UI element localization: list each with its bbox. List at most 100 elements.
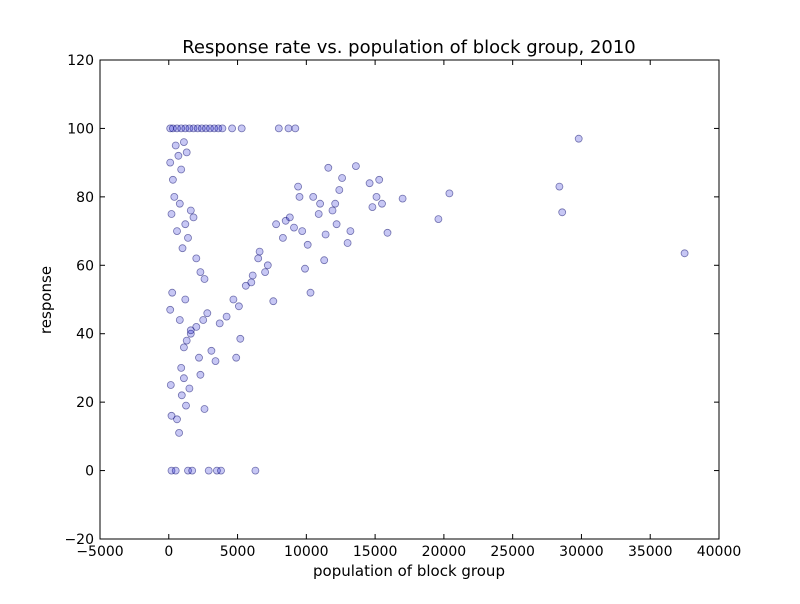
- scatter-point: [173, 124, 181, 133]
- scatter-point: [182, 336, 191, 345]
- scatter-point: [199, 316, 208, 324]
- scatter-point: [215, 319, 224, 328]
- scatter-point: [197, 124, 206, 133]
- scatter-point: [171, 466, 180, 475]
- scatter-point: [351, 162, 360, 171]
- scatter-points: [166, 124, 689, 475]
- scatter-point: [196, 370, 205, 379]
- scatter-point: [285, 213, 294, 222]
- scatter-point: [193, 124, 202, 133]
- scatter-point: [309, 192, 318, 201]
- x-tick-label: 30000: [559, 544, 604, 560]
- scatter-point: [222, 312, 231, 321]
- scatter-point: [185, 124, 194, 133]
- scatter-point: [301, 264, 309, 273]
- scatter-point: [378, 199, 386, 208]
- scatter-point: [237, 124, 246, 133]
- scatter-point: [263, 261, 272, 270]
- scatter-point: [184, 466, 192, 475]
- scatter-point: [168, 175, 177, 184]
- scatter-point: [177, 391, 186, 400]
- scatter-point: [445, 189, 454, 198]
- scatter-point: [343, 239, 352, 247]
- scatter-point: [168, 124, 177, 133]
- y-axis-ticks: −20 0 20 40 60 80 100 120: [64, 53, 719, 548]
- scatter-point: [324, 163, 333, 172]
- scatter-point: [210, 124, 219, 133]
- scatter-point: [186, 326, 195, 335]
- scatter-point: [335, 186, 344, 194]
- x-axis-ticks: −5000 0 5000 10000 15000 20000 25000 30000 35000…: [76, 60, 741, 560]
- scatter-point: [229, 295, 238, 304]
- scatter-point: [383, 228, 392, 237]
- scatter-point: [269, 297, 278, 306]
- scatter-point: [189, 213, 198, 222]
- scatter-point: [232, 353, 241, 362]
- scatter-point: [234, 302, 243, 311]
- scatter-point: [177, 124, 186, 133]
- scatter-point: [186, 206, 195, 215]
- scatter-point: [192, 254, 201, 263]
- scatter-point: [212, 466, 221, 475]
- y-tick-label: 20: [76, 395, 94, 411]
- scatter-point: [170, 192, 179, 201]
- scatter-point: [321, 230, 330, 239]
- scatter-point: [558, 208, 567, 217]
- scatter-point: [175, 316, 184, 324]
- scatter-point: [166, 305, 175, 314]
- scatter-point: [167, 466, 176, 475]
- x-tick-label: 20000: [422, 544, 467, 560]
- chart-title: Response rate vs. population of block gr…: [182, 37, 636, 58]
- y-tick-label: 120: [67, 53, 94, 69]
- scatter-point: [555, 182, 564, 191]
- x-tick-label: 40000: [697, 544, 742, 560]
- y-tick-label: 60: [76, 258, 94, 274]
- y-tick-label: 40: [76, 327, 94, 343]
- scatter-point: [346, 227, 355, 236]
- scatter-point: [398, 194, 407, 203]
- scatter-point: [306, 288, 315, 297]
- scatter-point: [211, 357, 220, 366]
- scatter-point: [214, 124, 223, 133]
- scatter-point: [179, 374, 188, 383]
- scatter-point: [167, 411, 176, 420]
- scatter-point: [200, 405, 209, 413]
- scatter-point: [434, 215, 443, 224]
- y-tick-label: −20: [64, 532, 94, 548]
- scatter-point: [303, 240, 312, 249]
- scatter-point: [181, 220, 190, 229]
- scatter-point: [181, 295, 190, 304]
- scatter-point: [574, 134, 583, 143]
- scatter-point: [291, 124, 300, 133]
- x-tick-label: 25000: [490, 544, 535, 560]
- scatter-point: [255, 247, 264, 256]
- scatter-point: [207, 346, 216, 355]
- scatter-point: [320, 256, 329, 265]
- scatter-point: [178, 244, 187, 253]
- scatter-point: [177, 165, 186, 174]
- scatter-point: [195, 353, 203, 362]
- scatter-point: [217, 466, 225, 475]
- scatter-point: [365, 179, 374, 188]
- scatter-point: [254, 254, 263, 263]
- scatter-point: [166, 158, 175, 167]
- scatter-point: [272, 220, 281, 229]
- x-tick-label: −5000: [76, 544, 123, 560]
- scatter-point: [173, 415, 181, 424]
- scatter-point: [189, 124, 198, 133]
- scatter-point: [177, 363, 186, 372]
- scatter-point: [188, 466, 197, 475]
- scatter-point: [184, 233, 192, 242]
- scatter-point: [316, 199, 325, 208]
- scatter-point: [261, 268, 270, 277]
- scatter-point: [185, 384, 194, 393]
- scatter-point: [218, 124, 227, 133]
- y-tick-label: 0: [85, 464, 94, 480]
- scatter-point: [166, 381, 175, 389]
- plot-area-frame: [99, 59, 720, 540]
- x-tick-label: 5000: [220, 544, 256, 560]
- scatter-point: [290, 223, 298, 232]
- x-tick-label: 10000: [284, 544, 329, 560]
